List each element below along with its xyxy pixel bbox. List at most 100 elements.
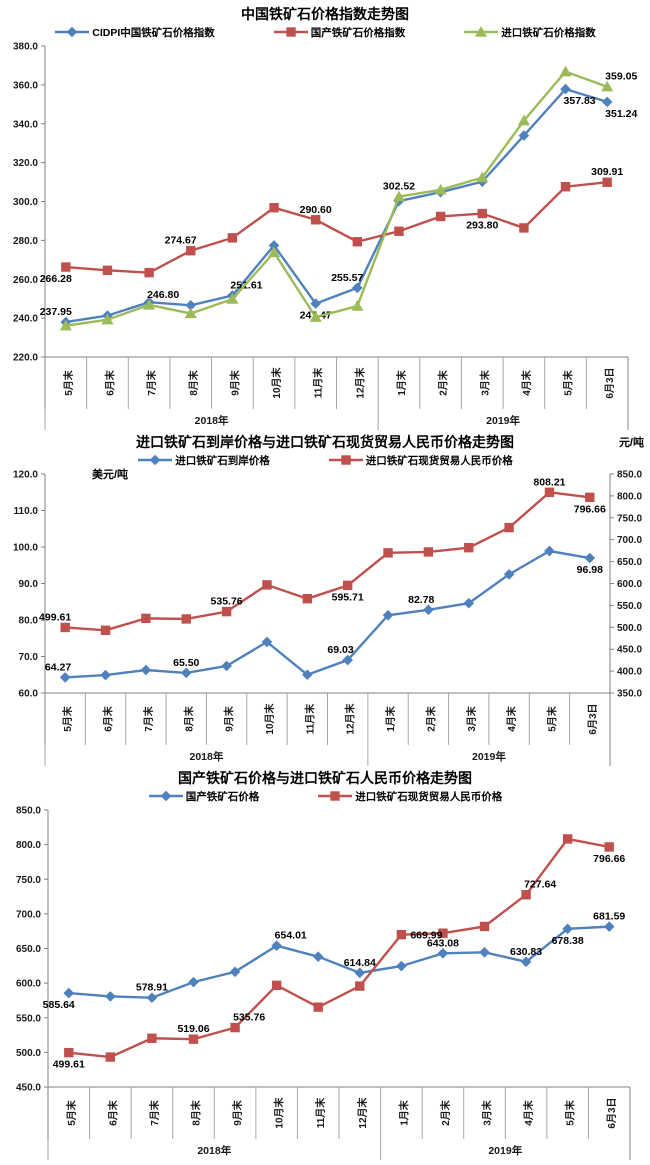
svg-text:309.91: 309.91 bbox=[591, 166, 623, 178]
legend-label: 进口铁矿石到岸价格 bbox=[175, 454, 270, 467]
svg-text:351.24: 351.24 bbox=[605, 108, 637, 120]
svg-text:6月末: 6月末 bbox=[102, 705, 115, 732]
svg-text:600.0: 600.0 bbox=[617, 579, 642, 590]
svg-text:669.99: 669.99 bbox=[410, 930, 442, 942]
svg-text:2019年: 2019年 bbox=[488, 1144, 522, 1157]
svg-text:6月3日: 6月3日 bbox=[604, 367, 616, 398]
legend-item: 进口铁矿石现货贸易人民币价格 bbox=[317, 789, 502, 804]
svg-text:2018年: 2018年 bbox=[197, 1144, 231, 1157]
legend-item: 国产铁矿石价格 bbox=[148, 789, 260, 804]
triangle-legend-marker-icon bbox=[464, 26, 499, 37]
svg-text:800.0: 800.0 bbox=[617, 491, 642, 502]
square-legend-marker-icon bbox=[328, 455, 363, 465]
svg-text:266.28: 266.28 bbox=[40, 273, 72, 285]
svg-text:302.52: 302.52 bbox=[383, 181, 415, 193]
svg-text:499.61: 499.61 bbox=[39, 611, 71, 623]
svg-text:96.98: 96.98 bbox=[577, 564, 603, 576]
legend-item: 进口铁矿石到岸价格 bbox=[137, 453, 270, 468]
svg-text:4月末: 4月末 bbox=[520, 369, 533, 396]
svg-text:280.0: 280.0 bbox=[13, 236, 38, 247]
svg-text:340.0: 340.0 bbox=[13, 119, 38, 130]
svg-text:800.0: 800.0 bbox=[16, 840, 41, 851]
svg-text:12月末: 12月末 bbox=[356, 1096, 369, 1128]
legend-label: 进口铁矿石价格指数 bbox=[501, 26, 596, 39]
svg-text:850.0: 850.0 bbox=[16, 806, 41, 817]
square-legend-marker-icon bbox=[273, 27, 308, 37]
svg-text:750.0: 750.0 bbox=[617, 513, 642, 524]
svg-text:357.83: 357.83 bbox=[564, 95, 596, 107]
chart2-plot: 60.0 70.0 80.0 90.0 100.0 110.0 120.0 350.0 400.… bbox=[13, 470, 642, 766]
chart2-title: 进口铁矿石到岸价格与进口铁矿石现货贸易人民币价格走势图 bbox=[136, 434, 514, 450]
svg-text:120.0: 120.0 bbox=[13, 470, 38, 481]
svg-text:10月末: 10月末 bbox=[273, 1096, 286, 1128]
legend-label: 国产铁矿石价格 bbox=[185, 790, 260, 803]
svg-text:12月末: 12月末 bbox=[353, 366, 366, 398]
svg-text:2月末: 2月末 bbox=[439, 1099, 452, 1126]
svg-text:650.0: 650.0 bbox=[16, 944, 41, 955]
svg-text:11月末: 11月末 bbox=[314, 1097, 327, 1129]
svg-text:2019年: 2019年 bbox=[472, 750, 506, 763]
svg-text:1月末: 1月末 bbox=[384, 705, 397, 732]
svg-text:60.0: 60.0 bbox=[19, 689, 39, 700]
import-cif-vs-rmb-price-chart: 进口铁矿石到岸价格与进口铁矿石现货贸易人民币价格走势图 美元/吨 元/吨 进口铁… bbox=[0, 432, 650, 768]
legend-label: 国产铁矿石价格指数 bbox=[310, 26, 406, 39]
svg-text:12月末: 12月末 bbox=[344, 702, 357, 734]
svg-text:7月末: 7月末 bbox=[145, 369, 158, 396]
svg-text:10月末: 10月末 bbox=[270, 366, 283, 398]
svg-text:5月末: 5月末 bbox=[564, 1099, 577, 1126]
svg-text:4月末: 4月末 bbox=[522, 1099, 535, 1126]
svg-text:850.0: 850.0 bbox=[617, 470, 642, 481]
svg-text:630.83: 630.83 bbox=[510, 946, 542, 958]
svg-text:11月末: 11月末 bbox=[303, 703, 316, 735]
svg-text:80.0: 80.0 bbox=[19, 616, 39, 627]
svg-text:5月末: 5月末 bbox=[545, 705, 558, 732]
diamond-legend-marker-icon bbox=[148, 790, 183, 802]
chart3-legend: 国产铁矿石价格 进口铁矿石现货贸易人民币价格 bbox=[0, 788, 650, 804]
svg-text:1月末: 1月末 bbox=[395, 369, 408, 396]
svg-text:3月末: 3月末 bbox=[465, 705, 478, 732]
svg-text:5月末: 5月末 bbox=[65, 1099, 78, 1126]
svg-text:400.0: 400.0 bbox=[617, 667, 642, 678]
svg-text:3月末: 3月末 bbox=[481, 1099, 494, 1126]
svg-text:550.0: 550.0 bbox=[617, 601, 642, 612]
svg-text:614.84: 614.84 bbox=[344, 957, 376, 969]
svg-text:82.78: 82.78 bbox=[408, 594, 434, 606]
svg-text:380.0: 380.0 bbox=[13, 42, 38, 53]
svg-text:535.76: 535.76 bbox=[211, 596, 243, 608]
svg-text:64.27: 64.27 bbox=[45, 661, 71, 673]
svg-text:796.66: 796.66 bbox=[574, 503, 606, 515]
svg-text:360.0: 360.0 bbox=[13, 80, 38, 91]
svg-text:6月末: 6月末 bbox=[106, 1099, 119, 1126]
svg-text:8月末: 8月末 bbox=[187, 369, 200, 396]
svg-text:808.21: 808.21 bbox=[533, 476, 565, 488]
legend-label: 进口铁矿石现货贸易人民币价格 bbox=[355, 790, 503, 803]
svg-text:654.01: 654.01 bbox=[275, 930, 307, 942]
svg-text:450.0: 450.0 bbox=[16, 1083, 41, 1094]
china-iron-ore-index-chart: 中国铁矿石价格指数走势图 CIDPI中国铁矿石价格指数 国产铁矿石价格指数 进口铁矿… bbox=[0, 0, 650, 432]
svg-text:6月末: 6月末 bbox=[103, 369, 116, 396]
chart2-left-axis-unit: 美元/吨 bbox=[92, 469, 129, 481]
svg-text:2月末: 2月末 bbox=[437, 369, 450, 396]
legend-item: 进口铁矿石价格指数 bbox=[463, 25, 596, 40]
svg-text:450.0: 450.0 bbox=[617, 645, 642, 656]
svg-text:500.0: 500.0 bbox=[617, 623, 642, 634]
svg-text:9月末: 9月末 bbox=[228, 369, 241, 396]
svg-text:678.38: 678.38 bbox=[552, 935, 584, 947]
svg-text:7月末: 7月末 bbox=[142, 705, 155, 732]
svg-text:2018年: 2018年 bbox=[189, 750, 223, 763]
svg-text:700.0: 700.0 bbox=[617, 535, 642, 546]
svg-text:681.59: 681.59 bbox=[593, 911, 625, 923]
svg-text:3月末: 3月末 bbox=[478, 369, 491, 396]
svg-text:519.06: 519.06 bbox=[177, 1023, 209, 1035]
svg-text:90.0: 90.0 bbox=[19, 579, 39, 590]
svg-text:750.0: 750.0 bbox=[16, 875, 41, 886]
chart1-legend: CIDPI中国铁矿石价格指数 国产铁矿石价格指数 进口铁矿石价格指数 bbox=[0, 24, 650, 40]
svg-text:69.03: 69.03 bbox=[327, 644, 353, 656]
svg-text:5月末: 5月末 bbox=[61, 705, 74, 732]
legend-item: CIDPI中国铁矿石价格指数 bbox=[54, 25, 215, 40]
svg-text:300.0: 300.0 bbox=[13, 197, 38, 208]
svg-text:499.61: 499.61 bbox=[53, 1059, 85, 1071]
svg-text:8月末: 8月末 bbox=[182, 705, 195, 732]
svg-text:796.66: 796.66 bbox=[593, 853, 625, 865]
svg-text:350.0: 350.0 bbox=[617, 689, 642, 700]
